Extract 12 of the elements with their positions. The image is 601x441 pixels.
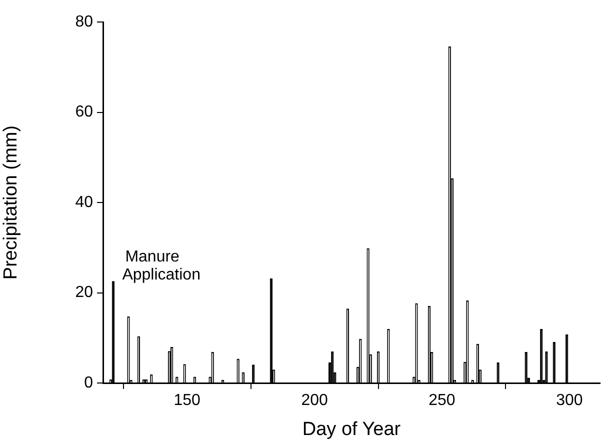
x-tick-label: 300: [556, 392, 583, 410]
y-tick-label: 20: [75, 284, 94, 302]
y-tick-label: 80: [75, 13, 94, 30]
y-tick-label: 60: [75, 104, 94, 121]
x-tick-label: 250: [428, 392, 456, 410]
y-axis-title: Precipitation (mm): [0, 125, 22, 280]
y-tick-label: 0: [84, 374, 94, 392]
x-tick-label: 150: [174, 392, 201, 410]
x-axis-title: Day of Year: [302, 418, 402, 440]
x-tick-label: 200: [301, 392, 328, 410]
annotation: Manure Application: [122, 248, 200, 284]
y-tick-label: 40: [75, 194, 94, 211]
